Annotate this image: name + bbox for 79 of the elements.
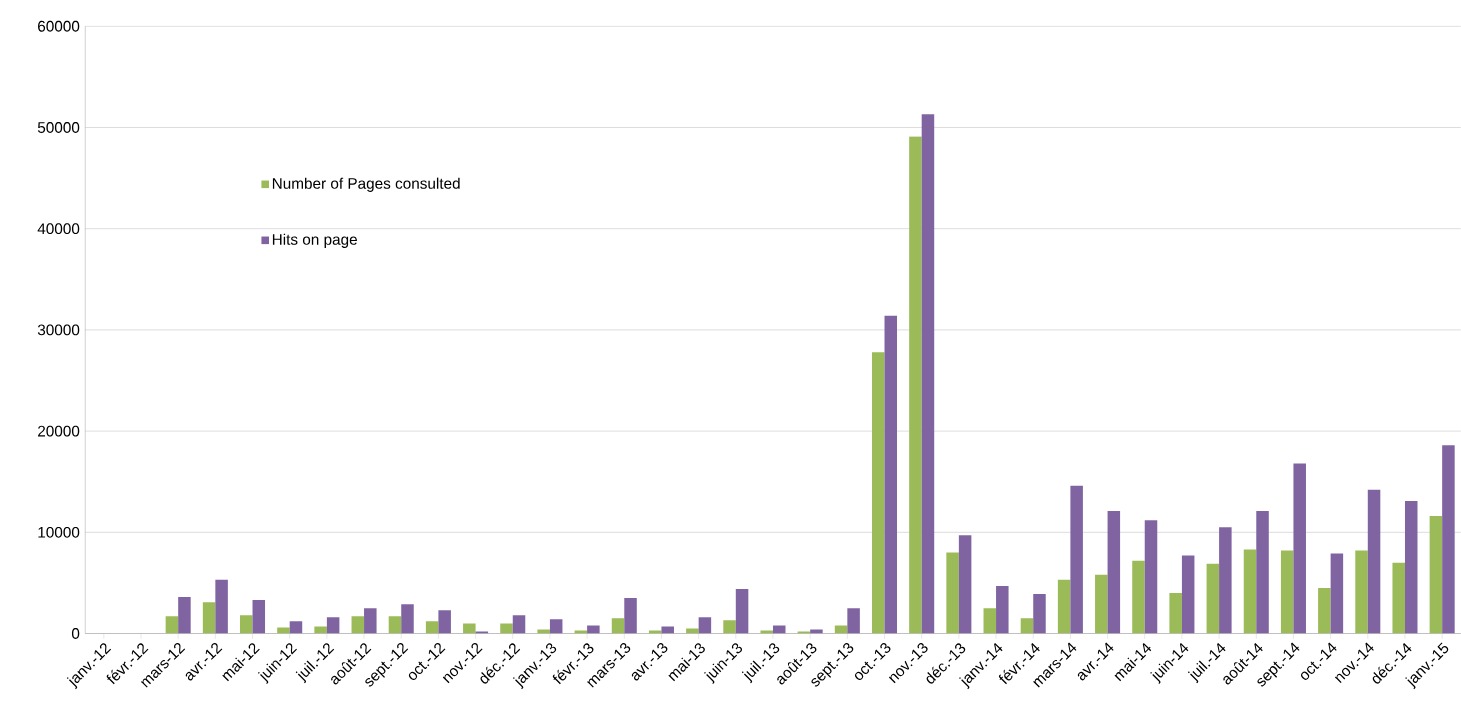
- bar: [686, 628, 699, 634]
- bar: [1256, 511, 1269, 634]
- bar: [723, 620, 736, 634]
- bar: [909, 136, 922, 634]
- y-tick-label: 30000: [37, 324, 80, 336]
- bar: [996, 585, 1009, 634]
- bar: [202, 602, 216, 634]
- y-tick-label: 50000: [37, 122, 80, 133]
- bar: [165, 616, 179, 634]
- bar: [958, 535, 972, 634]
- bar: [1293, 463, 1306, 634]
- bar: [661, 626, 674, 634]
- bar: [772, 625, 786, 634]
- legend-label: Number of Pages consulted: [272, 177, 460, 192]
- bar: [326, 617, 340, 634]
- bar: [401, 604, 414, 634]
- bar: [1144, 520, 1158, 634]
- bar: [624, 598, 637, 634]
- bar: [1392, 562, 1405, 634]
- bar: [921, 114, 935, 634]
- bar: [1020, 618, 1034, 634]
- bar: [240, 615, 253, 634]
- bar: [549, 619, 563, 634]
- bar: [1219, 527, 1232, 634]
- bar: [1107, 511, 1121, 634]
- bar: [1429, 516, 1443, 634]
- bar: [178, 597, 191, 634]
- bar: [364, 608, 377, 634]
- bar: [810, 629, 823, 634]
- bar: [1243, 549, 1257, 634]
- bar: [872, 352, 885, 634]
- bar: [388, 616, 402, 634]
- bar: [277, 627, 290, 634]
- bar: [760, 630, 773, 634]
- bar: [1367, 489, 1381, 634]
- legend-label: Hits on page: [272, 233, 357, 248]
- bar: [797, 631, 811, 634]
- bar: [574, 630, 588, 634]
- y-tick-label: 0: [71, 628, 80, 639]
- bar: [946, 552, 959, 634]
- bar: [1355, 550, 1368, 634]
- y-tick-label: 60000: [38, 20, 80, 32]
- bar: [463, 623, 476, 634]
- bar: [438, 610, 451, 634]
- y-tick-label: 20000: [38, 425, 80, 437]
- bar: [1070, 485, 1083, 634]
- bar: [1033, 594, 1046, 634]
- bar: [1280, 550, 1294, 634]
- bar: [1404, 500, 1418, 634]
- bar: [983, 608, 997, 634]
- bar: [847, 608, 860, 634]
- bar: [1132, 560, 1145, 634]
- bar: [648, 630, 662, 634]
- bar: [512, 615, 526, 634]
- bar: [314, 626, 327, 634]
- bar: [351, 616, 365, 634]
- bar: [884, 315, 898, 634]
- bar: [1057, 579, 1071, 634]
- bar: [1442, 445, 1455, 634]
- bar: [475, 631, 489, 634]
- bar: [500, 623, 513, 634]
- bar: [1095, 574, 1108, 634]
- bar: [1206, 563, 1220, 634]
- y-tick-label: 10000: [38, 526, 80, 538]
- bar: [1318, 587, 1331, 634]
- bar: [698, 617, 712, 634]
- bar: [252, 600, 266, 634]
- y-tick-label: 40000: [37, 223, 80, 235]
- bar: [735, 588, 749, 634]
- bar: [1330, 553, 1344, 634]
- bar: [834, 625, 848, 634]
- bar: [215, 579, 228, 634]
- bar: [289, 621, 303, 634]
- bar: [611, 618, 625, 634]
- bar: [1169, 593, 1182, 634]
- bar: [587, 625, 600, 634]
- bar: [537, 629, 550, 634]
- bar: [1181, 555, 1195, 634]
- bar: [425, 621, 439, 634]
